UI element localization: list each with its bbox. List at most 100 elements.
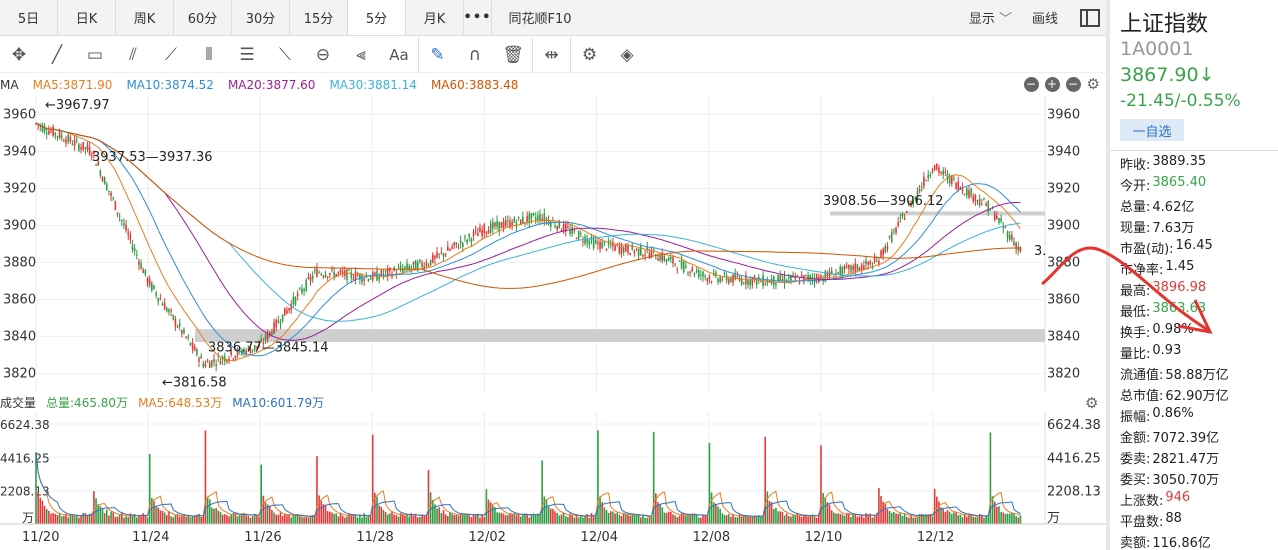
volume-bar — [434, 504, 436, 524]
tab-2[interactable]: 周K — [116, 0, 174, 35]
display-menu-button[interactable]: 显示 ﹀ — [969, 8, 1012, 27]
tab-4[interactable]: 30分 — [232, 0, 290, 35]
gear-icon[interactable]: ⚙ — [1086, 75, 1100, 93]
more-tabs-button[interactable]: ••• — [464, 0, 492, 35]
candle-body — [65, 139, 67, 144]
candle-body — [386, 268, 389, 276]
line-icon[interactable]: ╱ — [51, 44, 63, 65]
candle-body — [144, 269, 147, 275]
volume-bar — [629, 515, 631, 524]
settings-icon[interactable]: ⚙ — [570, 36, 608, 73]
candle-body — [103, 177, 106, 185]
channel-icon[interactable]: ⦀ — [205, 44, 213, 65]
magnet-icon[interactable]: ∩ — [468, 44, 482, 65]
tab-1[interactable]: 日K — [58, 0, 116, 35]
candle-body — [730, 278, 732, 282]
candle-body — [176, 326, 179, 328]
candle-body — [882, 248, 884, 255]
volume-bar — [213, 508, 215, 524]
layout-toggle-icon[interactable] — [1080, 8, 1100, 27]
volume-bar — [796, 513, 799, 524]
candle-body — [414, 260, 417, 270]
candle-body — [534, 217, 537, 220]
add-watchlist-button[interactable]: 一自选 — [1120, 119, 1184, 141]
candle-body — [133, 248, 136, 252]
candle-body — [43, 126, 46, 132]
plus-icon[interactable]: + — [1044, 77, 1060, 92]
stat-label: 卖额: — [1120, 536, 1151, 550]
cycle-icon[interactable]: ⊖ — [315, 44, 331, 65]
tab-5[interactable]: 15分 — [290, 0, 348, 35]
candle-body — [63, 140, 65, 142]
volume-bar — [772, 508, 775, 524]
candle-body — [850, 265, 852, 272]
tab-6[interactable]: 5分 — [348, 0, 406, 35]
minus-icon[interactable]: − — [1023, 77, 1039, 92]
candle-body — [897, 221, 899, 226]
fib-icon[interactable]: ⫷ — [356, 44, 366, 65]
tab-0[interactable]: 5日 — [0, 0, 58, 35]
candle-body — [910, 201, 912, 208]
candle-body — [635, 248, 638, 250]
volume-gear-icon[interactable]: ⚙ — [1085, 394, 1099, 412]
period-tabs: 5日 日K 周K 60分 30分 15分 5分 月K — [0, 0, 464, 35]
volume-bar — [296, 514, 299, 524]
candle-body — [970, 189, 972, 197]
tab-3[interactable]: 60分 — [174, 0, 232, 35]
range-icon[interactable]: ⇹ — [532, 36, 570, 73]
stat-value: 946 — [1165, 490, 1191, 505]
candle-body — [361, 274, 363, 282]
stat-value: 1.45 — [1165, 259, 1195, 274]
candle-body — [455, 242, 458, 245]
tab-7[interactable]: 月K — [406, 0, 464, 35]
collapse-icon[interactable]: − — [1065, 77, 1081, 92]
volume-bar — [286, 515, 288, 524]
candle-body — [798, 282, 801, 284]
candle-body — [470, 238, 473, 243]
volume-bar — [1000, 512, 1002, 524]
text-icon[interactable]: Aa — [389, 45, 409, 64]
gann-icon[interactable]: ☰ — [239, 44, 255, 65]
rectangle-icon[interactable]: ▭ — [86, 44, 104, 65]
candle-body — [193, 346, 196, 351]
candle-body — [500, 222, 503, 229]
fan-icon[interactable]: ⫽ — [129, 44, 137, 65]
stat-label: 昨收: — [1120, 158, 1151, 173]
candle-body — [822, 279, 824, 282]
volume-bar — [693, 513, 696, 524]
candle-body — [311, 275, 314, 279]
volume-bar — [710, 492, 713, 524]
candle-body — [112, 197, 115, 199]
volume-bar — [151, 498, 153, 524]
layers-icon[interactable]: ◈ — [620, 44, 634, 65]
volume-bar — [700, 517, 702, 524]
volume-bar — [440, 513, 443, 524]
volume-bar — [326, 511, 329, 524]
candle-body — [747, 279, 749, 286]
vol-tick-left: 4416.25 — [0, 451, 50, 465]
polyline-icon[interactable]: ⟋ — [165, 44, 177, 65]
volume-bar — [159, 510, 162, 524]
volume-bar — [303, 517, 305, 524]
pen-icon[interactable]: ✎ — [418, 36, 456, 73]
candle-body — [676, 269, 679, 271]
candle-body — [539, 213, 541, 221]
candle-body — [200, 356, 202, 359]
crosshair-move-icon[interactable]: ✥ — [11, 44, 27, 65]
volume-bar — [704, 515, 706, 524]
volume-bar — [940, 507, 942, 524]
f10-tab[interactable]: 同花顺F10 — [508, 12, 572, 27]
volume-chart[interactable]: 6624.38 6624.38 4416.25 4416.25 2208.13 2208.… — [0, 412, 1106, 550]
wave-icon[interactable]: ⟍ — [279, 44, 291, 65]
candle-body — [206, 361, 209, 363]
candle-body — [369, 278, 372, 280]
volume-bar — [232, 513, 235, 524]
volume-bar — [256, 514, 258, 524]
volume-bar — [835, 513, 837, 524]
trash-icon[interactable]: 🗑 — [502, 44, 524, 65]
volume-bar — [682, 513, 685, 524]
volume-bar — [779, 511, 782, 524]
draw-line-button[interactable]: 画线 — [1031, 12, 1058, 27]
volume-bar — [646, 517, 649, 524]
price-chart[interactable]: 3960 3960 3940 3940 3920 3920 3900 3900 3880 3880… — [0, 96, 1106, 392]
